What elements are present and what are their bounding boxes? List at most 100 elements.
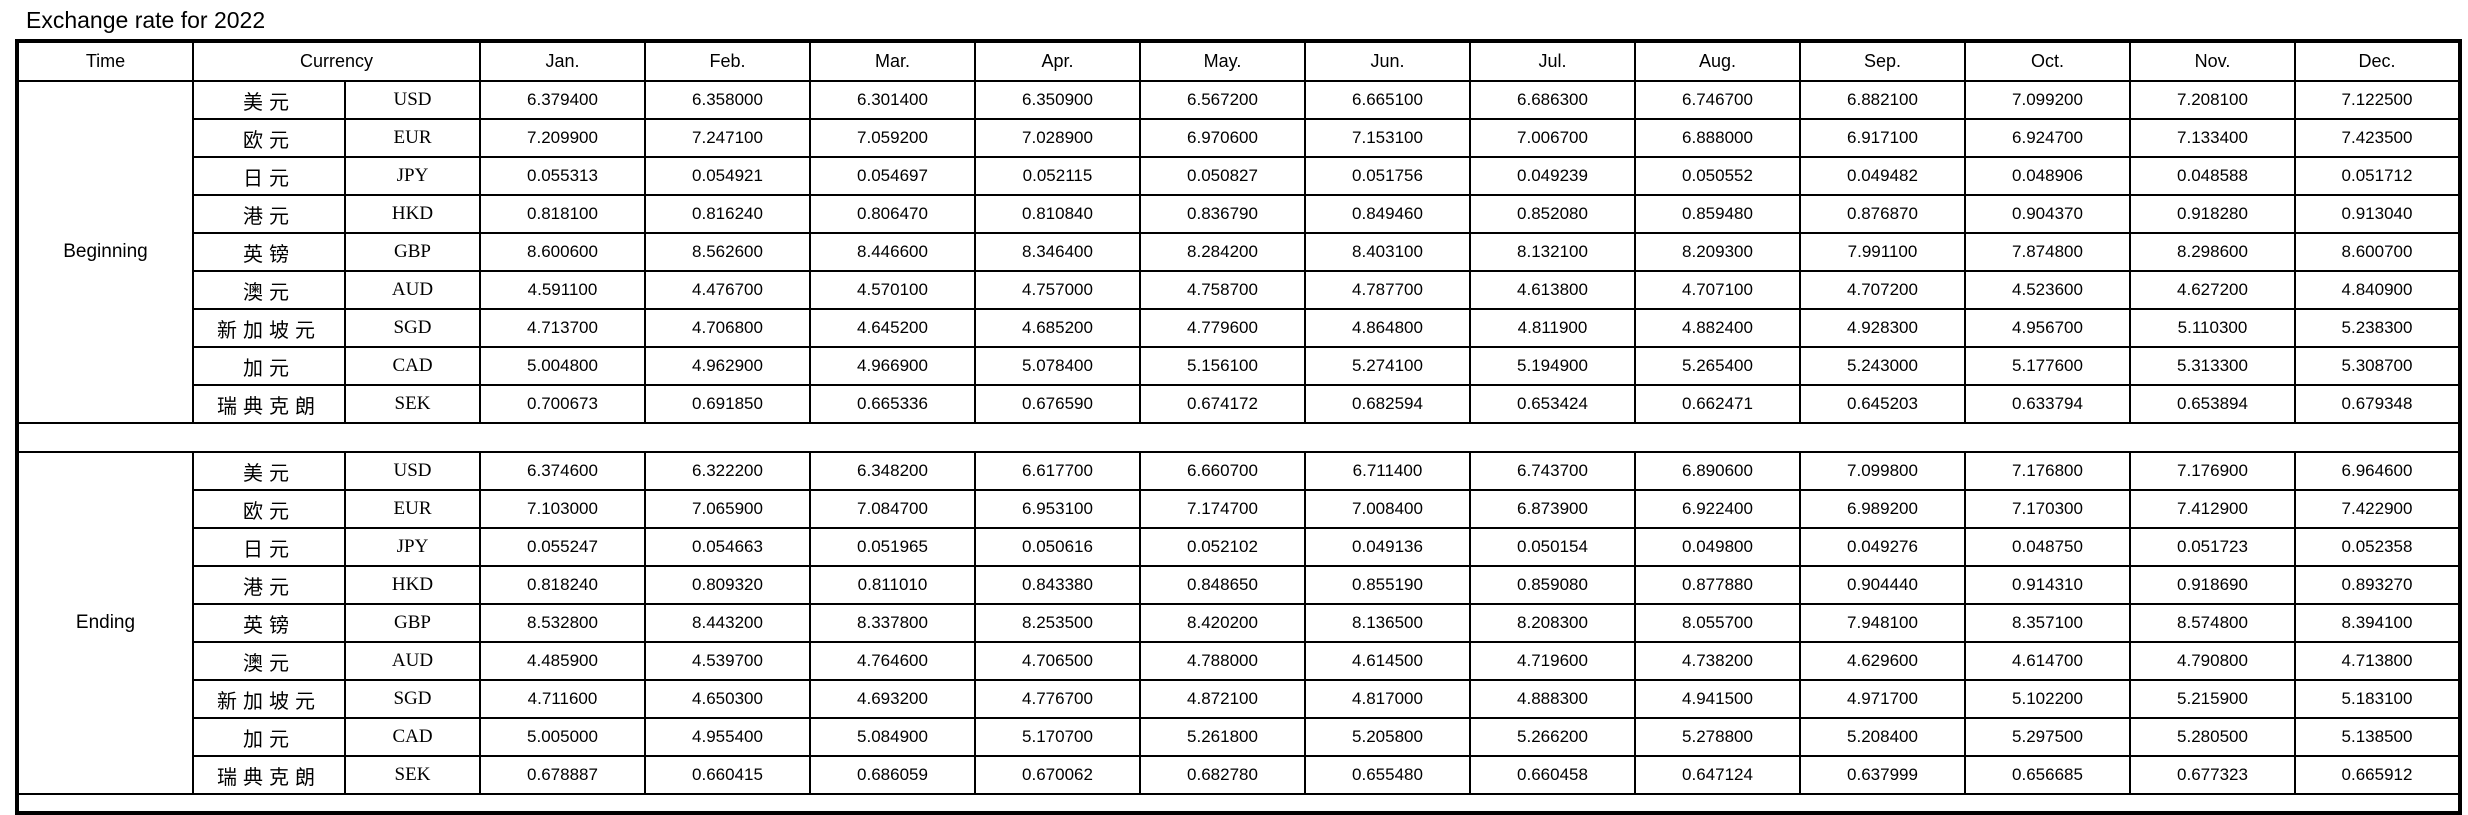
rate-cell: 0.048906 xyxy=(1964,156,2131,196)
rate-cell: 5.261800 xyxy=(1139,717,1306,757)
rate-cell: 8.132100 xyxy=(1469,232,1636,272)
rate-cell: 0.914310 xyxy=(1964,565,2131,605)
rate-cell: 5.313300 xyxy=(2129,346,2296,386)
rate-cell: 0.660415 xyxy=(644,755,811,795)
rate-cell: 8.446600 xyxy=(809,232,976,272)
rate-cell: 0.674172 xyxy=(1139,384,1306,424)
rate-cell: 7.084700 xyxy=(809,489,976,529)
table-row-ending-hkd: 港元 HKD 0.818240 0.809320 0.811010 0.843380 0.8… xyxy=(17,565,2461,605)
table-row-ending-jpy: 日元 JPY 0.055247 0.054663 0.051965 0.050616 0.0… xyxy=(17,527,2461,567)
rate-cell: 6.743700 xyxy=(1469,451,1636,491)
rate-cell: 8.600600 xyxy=(479,232,646,272)
currency-code-cell: GBP xyxy=(344,232,481,272)
rate-cell: 7.874800 xyxy=(1964,232,2131,272)
rate-cell: 0.682594 xyxy=(1304,384,1471,424)
header-month-1: Jan. xyxy=(479,40,646,82)
rate-cell: 5.243000 xyxy=(1799,346,1966,386)
rate-cell: 6.711400 xyxy=(1304,451,1471,491)
section-spacer-row xyxy=(16,422,2461,453)
rate-cell: 0.660458 xyxy=(1469,755,1636,795)
currency-code-cell: HKD xyxy=(344,565,481,605)
rate-cell: 4.811900 xyxy=(1469,308,1636,348)
rate-cell: 8.337800 xyxy=(809,603,976,643)
rate-cell: 0.682780 xyxy=(1139,755,1306,795)
header-month-2: Feb. xyxy=(644,40,811,82)
rate-cell: 5.274100 xyxy=(1304,346,1471,386)
currency-name-cell: 欧元 xyxy=(192,489,346,529)
rate-cell: 4.888300 xyxy=(1469,679,1636,719)
header-currency: Currency xyxy=(192,40,481,82)
rate-cell: 4.476700 xyxy=(644,270,811,310)
table-row-beginning-eur: 欧元 EUR 7.209900 7.247100 7.059200 7.028900 6.9… xyxy=(17,118,2461,158)
rate-cell: 4.757000 xyxy=(974,270,1141,310)
rate-cell: 0.050616 xyxy=(974,527,1141,567)
section-spacer-cell xyxy=(16,422,2461,453)
currency-code-cell: HKD xyxy=(344,194,481,234)
rate-cell: 5.177600 xyxy=(1964,346,2131,386)
rate-cell: 0.836790 xyxy=(1139,194,1306,234)
rate-cell: 0.049276 xyxy=(1799,527,1966,567)
header-month-3: Mar. xyxy=(809,40,976,82)
rate-cell: 0.670062 xyxy=(974,755,1141,795)
rate-cell: 0.653894 xyxy=(2129,384,2296,424)
rate-cell: 0.810840 xyxy=(974,194,1141,234)
rate-cell: 7.208100 xyxy=(2129,80,2296,120)
rate-cell: 4.629600 xyxy=(1799,641,1966,681)
rate-cell: 7.209900 xyxy=(479,118,646,158)
rate-cell: 0.647124 xyxy=(1634,755,1801,795)
rate-cell: 4.591100 xyxy=(479,270,646,310)
table-row-ending-eur: 欧元 EUR 7.103000 7.065900 7.084700 6.953100 7.1… xyxy=(17,489,2461,529)
rate-cell: 0.051723 xyxy=(2129,527,2296,567)
rate-cell: 5.265400 xyxy=(1634,346,1801,386)
exchange-rate-report: Exchange rate for 2022 Time Currency Jan. F… xyxy=(15,7,2462,815)
rate-cell: 4.872100 xyxy=(1139,679,1306,719)
rate-cell: 0.051756 xyxy=(1304,156,1471,196)
table-row-beginning-hkd: 港元 HKD 0.818100 0.816240 0.806470 0.810840 0.8… xyxy=(17,194,2461,234)
rate-cell: 5.297500 xyxy=(1964,717,2131,757)
rate-cell: 4.570100 xyxy=(809,270,976,310)
rate-cell: 4.738200 xyxy=(1634,641,1801,681)
table-footer-strip xyxy=(16,793,2461,814)
rate-cell: 8.357100 xyxy=(1964,603,2131,643)
rate-cell: 4.882400 xyxy=(1634,308,1801,348)
rate-cell: 8.208300 xyxy=(1469,603,1636,643)
header-month-10: Oct. xyxy=(1964,40,2131,82)
rate-cell: 6.989200 xyxy=(1799,489,1966,529)
rate-cell: 6.882100 xyxy=(1799,80,1966,120)
rate-cell: 4.711600 xyxy=(479,679,646,719)
currency-name-cell: 澳元 xyxy=(192,270,346,310)
rate-cell: 5.170700 xyxy=(974,717,1141,757)
rate-cell: 7.153100 xyxy=(1304,118,1471,158)
header-month-6: Jun. xyxy=(1304,40,1471,82)
currency-code-cell: SEK xyxy=(344,384,481,424)
rate-cell: 6.890600 xyxy=(1634,451,1801,491)
rate-cell: 6.617700 xyxy=(974,451,1141,491)
currency-name-cell: 欧元 xyxy=(192,118,346,158)
currency-code-cell: SEK xyxy=(344,755,481,795)
rate-cell: 0.665336 xyxy=(809,384,976,424)
rate-cell: 0.686059 xyxy=(809,755,976,795)
rate-cell: 4.941500 xyxy=(1634,679,1801,719)
rate-cell: 5.238300 xyxy=(2294,308,2461,348)
rate-cell: 0.656685 xyxy=(1964,755,2131,795)
rate-cell: 7.099800 xyxy=(1799,451,1966,491)
rate-cell: 0.811010 xyxy=(809,565,976,605)
rate-cell: 6.322200 xyxy=(644,451,811,491)
table-header: Time Currency Jan. Feb. Mar. Apr. May. Jun. Jul.… xyxy=(16,40,2461,82)
rate-cell: 0.852080 xyxy=(1469,194,1636,234)
rate-cell: 8.055700 xyxy=(1634,603,1801,643)
header-month-4: Apr. xyxy=(974,40,1141,82)
rate-cell: 4.787700 xyxy=(1304,270,1471,310)
rate-cell: 0.052115 xyxy=(974,156,1141,196)
rate-cell: 4.840900 xyxy=(2294,270,2461,310)
rate-cell: 8.136500 xyxy=(1304,603,1471,643)
rate-cell: 5.004800 xyxy=(479,346,646,386)
rate-cell: 5.084900 xyxy=(809,717,976,757)
rate-cell: 6.379400 xyxy=(479,80,646,120)
currency-name-cell: 澳元 xyxy=(192,641,346,681)
rate-cell: 5.110300 xyxy=(2129,308,2296,348)
rate-cell: 5.078400 xyxy=(974,346,1141,386)
currency-code-cell: SGD xyxy=(344,308,481,348)
rate-cell: 5.005000 xyxy=(479,717,646,757)
currency-name-cell: 瑞典克朗 xyxy=(192,384,346,424)
